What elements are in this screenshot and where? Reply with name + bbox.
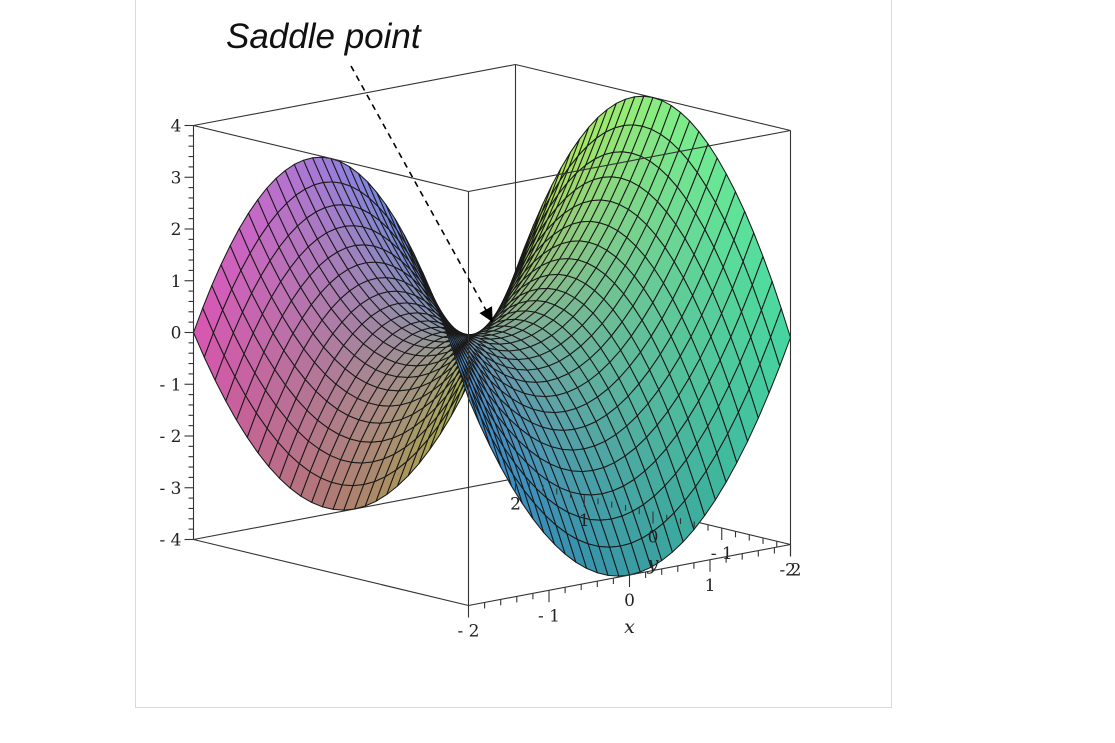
box-edge (193, 63, 516, 127)
y-tick-label: 2 (510, 495, 521, 515)
annotation-arrow (350, 65, 493, 323)
annotation-label: Saddle point (226, 17, 422, 56)
z-tick-label: - 2 (160, 427, 182, 447)
z-tick-label: - 1 (160, 375, 182, 395)
x-tick-label: 2 (785, 561, 796, 581)
y-axis-label: y (647, 553, 659, 575)
x-tick-label: - 2 (458, 622, 480, 642)
x-axis-label: x (624, 616, 635, 638)
z-tick-label: 0 (171, 324, 182, 344)
y-tick-label: 1 (579, 511, 590, 531)
y-tick-label: - 2 (780, 561, 802, 581)
z-tick-label: 1 (171, 272, 182, 292)
box-edge (468, 129, 791, 193)
z-tick-label: 3 (171, 168, 182, 188)
y-tick-label: - 1 (711, 544, 733, 564)
surface-mesh (192, 95, 792, 577)
saddle-point-annotation: Saddle point (226, 17, 493, 323)
y-tick-label: 0 (648, 528, 659, 548)
x-tick-label: - 1 (538, 606, 560, 626)
x-tick-label: 1 (705, 576, 716, 596)
box-edge (193, 538, 469, 607)
z-tick-label: 2 (171, 220, 182, 240)
z-tick-label: 4 (171, 117, 182, 137)
surface-cell (458, 369, 480, 424)
box-edge (193, 124, 469, 193)
z-tick-label: - 3 (160, 479, 182, 499)
z-tick-label: - 4 (160, 531, 182, 551)
x-tick-label: 0 (624, 591, 635, 611)
